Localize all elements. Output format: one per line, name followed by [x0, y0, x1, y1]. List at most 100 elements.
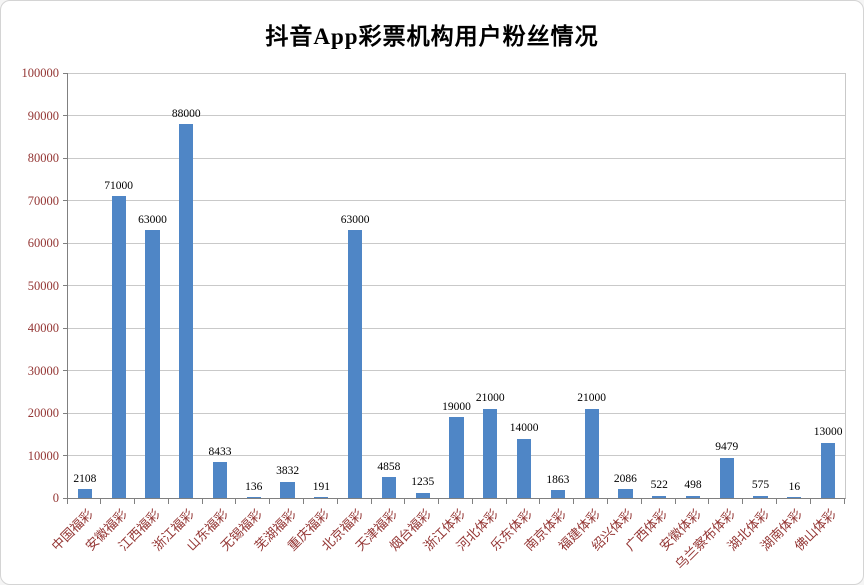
y-axis-tick [63, 72, 68, 74]
y-axis-label: 0 [52, 490, 59, 505]
bar [111, 196, 126, 498]
x-axis-tick [235, 499, 237, 504]
y-axis-tick [63, 157, 68, 159]
bar-value-label: 498 [684, 479, 702, 492]
bar [179, 124, 194, 498]
bar-value-label: 522 [650, 479, 668, 492]
bar [516, 438, 532, 498]
bar [753, 495, 768, 498]
bar-value-label: 88000 [171, 107, 201, 120]
bar [280, 481, 295, 498]
x-axis-tick [302, 499, 304, 504]
y-axis-label: 100000 [21, 65, 60, 80]
x-axis-tick [809, 499, 811, 504]
bar-value-label: 191 [312, 480, 330, 493]
y-axis-labels: 0 10000 20000 30000 40000 50000 60000 70000 8000… [1, 67, 60, 504]
bar [584, 408, 599, 498]
gridline [68, 285, 845, 286]
bar [415, 492, 430, 498]
bar-value-label: 63000 [340, 213, 370, 226]
x-axis-tick [775, 499, 777, 504]
bar [652, 495, 667, 498]
bar [381, 477, 397, 498]
bar-value-label: 575 [751, 479, 770, 492]
x-axis-tick [843, 499, 845, 504]
y-axis-tick [63, 455, 68, 456]
bar [719, 457, 734, 498]
bar [77, 489, 92, 498]
bar-value-label: 16 [788, 480, 801, 493]
x-axis-tick [742, 499, 744, 504]
x-axis-tick [539, 499, 541, 504]
bar-value-label: 2108 [73, 472, 97, 485]
bar [246, 497, 261, 498]
gridline [68, 157, 845, 159]
y-axis-label: 90000 [27, 108, 59, 123]
gridline [68, 412, 845, 414]
bar-value-label: 21000 [577, 392, 606, 405]
bar-value-label: 1863 [546, 473, 570, 486]
y-axis-label: 30000 [27, 363, 59, 378]
bar-value-label: 1235 [411, 476, 435, 489]
x-axis-tick [201, 499, 203, 504]
chart-title: 抖音App彩票机构用户粉丝情况 [265, 24, 599, 49]
gridline [68, 115, 845, 116]
y-axis-label: 10000 [27, 448, 59, 463]
bar [550, 490, 565, 498]
x-axis-tick [505, 499, 507, 504]
bar-value-label: 71000 [104, 179, 134, 192]
y-axis-tick [63, 327, 68, 329]
bar-value-label: 8433 [208, 445, 232, 458]
x-axis-tick [674, 499, 676, 504]
y-axis-tick [63, 115, 68, 116]
gridline [68, 242, 845, 244]
bar-value-label: 3832 [276, 465, 300, 478]
bar [145, 230, 160, 498]
bar [449, 417, 464, 498]
x-axis-tick [573, 499, 575, 504]
plot-area: 2108 71000 63000 88000 8433 136 3832 191 63000 48… [63, 72, 846, 499]
y-axis-tick [63, 285, 68, 286]
bar-value-label: 14000 [509, 422, 539, 434]
bar [483, 408, 498, 498]
bar-value-label: 21000 [475, 392, 505, 405]
x-axis-tick [607, 499, 609, 504]
bar-value-label: 63000 [138, 213, 167, 226]
y-axis-tick [63, 370, 68, 371]
x-axis-tick [167, 499, 169, 504]
x-axis-tick [269, 499, 271, 504]
bar-value-label: 4858 [377, 460, 401, 473]
x-axis-tick [66, 499, 68, 504]
x-axis-tick [640, 499, 642, 504]
y-axis-label: 40000 [27, 320, 59, 335]
y-axis-label: 20000 [27, 405, 59, 420]
bar [314, 497, 329, 498]
y-axis-tick [63, 242, 68, 244]
bar-value-label: 13000 [813, 426, 843, 439]
bar [618, 489, 633, 498]
bar [348, 230, 363, 498]
bar [787, 497, 802, 498]
bar [685, 495, 701, 498]
bar-value-label: 2086 [613, 472, 637, 485]
x-axis-tick [438, 499, 440, 504]
bar [212, 462, 228, 498]
y-axis-tick [63, 497, 68, 499]
x-axis-tick [134, 499, 136, 504]
gridline [68, 200, 845, 201]
x-axis-tick [404, 499, 406, 504]
y-axis-label: 80000 [27, 150, 59, 165]
bar-value-label: 9479 [715, 441, 739, 454]
x-axis-tick [370, 499, 372, 504]
gridline [68, 72, 845, 74]
x-axis-tick [336, 499, 338, 504]
gridline [68, 370, 845, 371]
x-axis-tick [708, 499, 710, 504]
bar-value-label: 136 [245, 480, 263, 493]
gridline [68, 327, 845, 329]
y-axis-label: 60000 [27, 235, 59, 250]
bar [821, 442, 836, 498]
bar-value-label: 19000 [442, 400, 471, 413]
y-axis-tick [63, 200, 68, 201]
